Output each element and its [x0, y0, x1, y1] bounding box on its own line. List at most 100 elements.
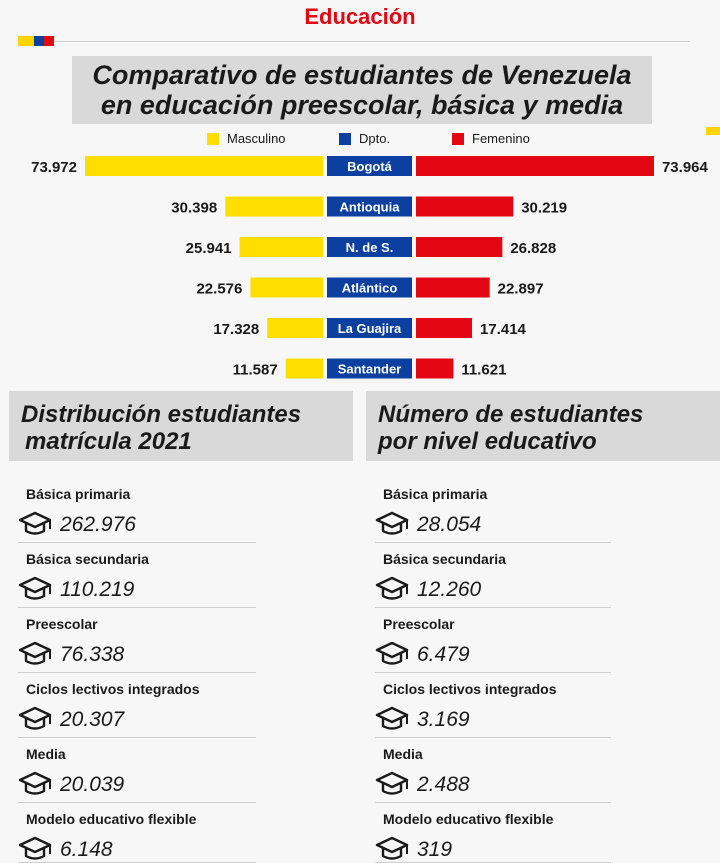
item-value: 20.307 — [60, 708, 125, 731]
bar-male — [267, 318, 323, 338]
flag-icon-small — [706, 127, 720, 135]
chart-legend: Masculino Dpto. Femenino — [0, 131, 720, 151]
dept-label-box — [327, 358, 412, 379]
bar-male — [285, 358, 323, 379]
left-panel-title: Distribución estudiantes matrícula 2021 — [9, 391, 353, 461]
legend-swatch-dept — [339, 132, 351, 145]
item-label: Básica primaria — [26, 486, 131, 502]
item-label: Modelo educativo flexible — [383, 811, 554, 827]
data-label-male: 30.398 — [171, 200, 217, 217]
list-item: Básica secundaria 12.260 — [375, 543, 611, 608]
item-label: Básica secundaria — [383, 551, 506, 567]
item-value: 20.039 — [60, 773, 125, 796]
item-value: 262.976 — [60, 513, 136, 536]
graduation-cap-icon — [375, 511, 409, 535]
data-label-male: 22.576 — [196, 281, 242, 298]
bar-female — [416, 196, 514, 217]
graduation-cap-icon — [18, 836, 52, 860]
item-value: 6.148 — [60, 838, 113, 861]
graduation-cap-icon — [375, 706, 409, 730]
right-panel-title-line1: Número de estudiantes — [378, 401, 644, 428]
data-label-female: 30.219 — [521, 200, 567, 217]
graduation-cap-icon — [18, 511, 52, 535]
data-label-female: 22.897 — [498, 281, 544, 298]
item-label: Media — [383, 746, 423, 762]
list-item: Media 2.488 — [375, 738, 611, 803]
dept-label-box — [327, 196, 412, 217]
graduation-cap-icon — [375, 836, 409, 860]
legend-item-female: Femenino — [452, 131, 530, 146]
category-label: Antioquia — [340, 200, 401, 215]
bar-female — [416, 237, 503, 257]
header-divider — [54, 41, 690, 42]
item-value: 110.219 — [60, 578, 135, 601]
legend-item-male: Masculino — [207, 131, 286, 146]
data-label-male: 25.941 — [186, 240, 232, 257]
flag-icon — [18, 36, 54, 46]
bar-male — [85, 156, 323, 176]
item-label: Media — [26, 746, 66, 762]
legend-label-dept: Dpto. — [359, 131, 391, 146]
chart-title: Comparativo de estudiantes de Venezuela … — [72, 56, 652, 124]
data-label-female: 26.828 — [510, 240, 556, 257]
dept-label-box — [327, 277, 412, 298]
graduation-cap-icon — [18, 771, 52, 795]
dept-label-box — [327, 156, 412, 176]
legend-item-dept: Dpto. — [339, 131, 390, 146]
legend-swatch-male — [207, 132, 219, 145]
left-panel-list: Básica primaria 262.976 Básica secundaria 1… — [18, 478, 256, 863]
legend-label-male: Masculino — [227, 131, 286, 146]
data-label-female: 17.414 — [480, 321, 527, 338]
chart-title-line1: Comparativo de estudiantes de Venezuela — [92, 60, 632, 90]
category-label: Santander — [338, 362, 402, 377]
graduation-cap-icon — [18, 576, 52, 600]
list-item: Básica primaria 262.976 — [18, 478, 256, 543]
list-item: Ciclos lectivos integrados 3.169 — [375, 673, 611, 738]
graduation-cap-icon — [375, 641, 409, 665]
item-label: Preescolar — [26, 616, 98, 632]
list-item: Preescolar 6.479 — [375, 608, 611, 673]
data-label-female: 73.964 — [662, 159, 709, 176]
item-value: 6.479 — [417, 643, 470, 666]
category-label: Atlántico — [342, 281, 398, 296]
left-panel-title-line1: Distribución estudiantes — [21, 401, 302, 428]
data-label-male: 17.328 — [213, 321, 259, 338]
item-value: 3.169 — [417, 708, 470, 731]
category-label: La Guajira — [338, 321, 402, 336]
dept-label-box — [327, 318, 412, 338]
item-label: Ciclos lectivos integrados — [26, 681, 200, 697]
data-label-male: 73.972 — [31, 159, 77, 176]
left-panel-title-line2: matrícula 2021 — [25, 428, 192, 455]
butterfly-bar-chart: Bogotá 73.972 73.964 Antioquia 30.398 30.219 N… — [31, 156, 709, 379]
item-label: Modelo educativo flexible — [26, 811, 197, 827]
list-item: Preescolar 76.338 — [18, 608, 256, 673]
item-label: Básica secundaria — [26, 551, 149, 567]
bar-male — [239, 237, 323, 257]
section-title: Educación — [304, 4, 416, 29]
legend-label-female: Femenino — [472, 131, 530, 146]
list-item: Ciclos lectivos integrados 20.307 — [18, 673, 256, 738]
item-value: 28.054 — [417, 513, 482, 536]
item-value: 319 — [417, 838, 453, 861]
graduation-cap-icon — [18, 641, 52, 665]
list-item: Básica secundaria 110.219 — [18, 543, 256, 608]
graduation-cap-icon — [375, 576, 409, 600]
item-value: 76.338 — [60, 643, 125, 666]
data-label-female: 11.621 — [461, 362, 506, 379]
bar-female — [416, 156, 654, 176]
right-panel-title: Número de estudiantes por nivel educativ… — [366, 391, 720, 461]
bar-male — [225, 196, 323, 217]
item-label: Básica primaria — [383, 486, 488, 502]
bar-female — [416, 358, 454, 379]
item-value: 12.260 — [417, 578, 482, 601]
bar-female — [416, 277, 490, 298]
item-label: Preescolar — [383, 616, 455, 632]
list-item: Modelo educativo flexible 319 — [375, 803, 611, 863]
list-item: Media 20.039 — [18, 738, 256, 803]
chart-title-line2: en educación preescolar, básica y media — [100, 90, 624, 120]
graduation-cap-icon — [375, 771, 409, 795]
data-label-male: 11.587 — [233, 362, 278, 379]
category-label: N. de S. — [346, 240, 394, 255]
bar-male — [250, 277, 323, 298]
list-item: Básica primaria 28.054 — [375, 478, 611, 543]
